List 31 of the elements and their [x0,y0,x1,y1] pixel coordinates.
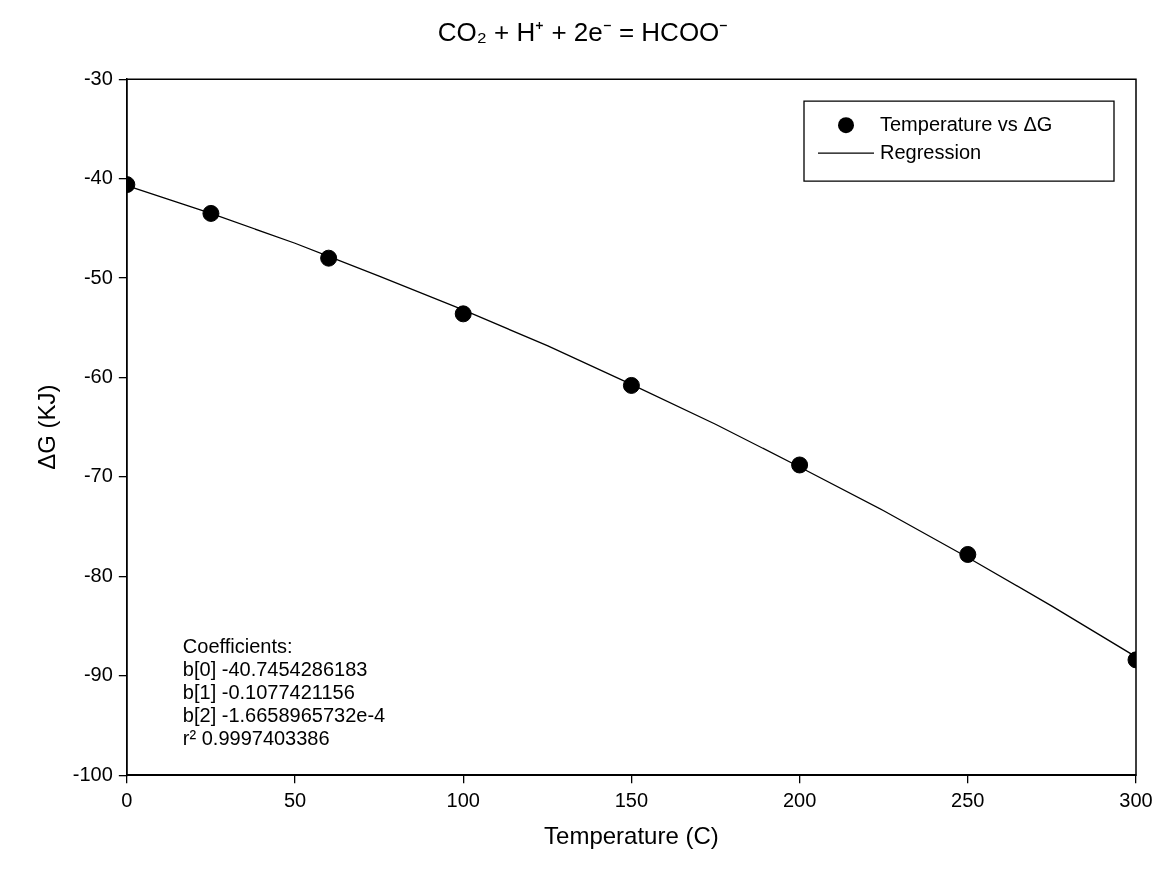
annotation: b[1] -0.1077421156 [182,681,355,704]
y-tick-label: -70 [83,464,113,487]
y-tick-label: -80 [83,563,113,586]
point [959,545,977,563]
y-tick-label: -90 [83,663,113,686]
y-tick-label: -40 [83,166,113,189]
point [202,204,220,222]
y-tick-label: -50 [83,265,113,288]
chart-title: CO₂ + H⁺ + 2e⁻ = HCOO⁻ [437,16,729,47]
annotation: b[0] -40.7454286183 [182,658,368,681]
point [320,249,338,267]
y-tick-label: -30 [83,66,113,89]
annotation: b[2] -1.6658965732e-4 [182,704,386,727]
annotation: r² 0.9997403386 [182,727,330,750]
annotation: Coefficients: [182,635,293,658]
y-tick-label: -60 [83,365,113,387]
point [454,305,472,323]
x-axis-title: Temperature (C) [544,822,719,850]
point [622,376,640,394]
x-tick-label: 200 [782,788,817,811]
legend-label: Temperature vs ΔG [880,112,1053,135]
point [791,456,809,474]
legend-label: Regression [880,140,982,163]
y-axis-title: ΔG (KJ) [33,384,61,470]
y-tick-label: -100 [72,762,113,785]
x-tick-label: 300 [1119,788,1153,811]
x-tick-label: 50 [283,788,307,811]
x-tick-label: 100 [446,788,480,811]
x-tick-label: 250 [951,788,985,811]
x-tick-label: 0 [121,788,133,811]
x-tick-label: 150 [614,788,649,811]
